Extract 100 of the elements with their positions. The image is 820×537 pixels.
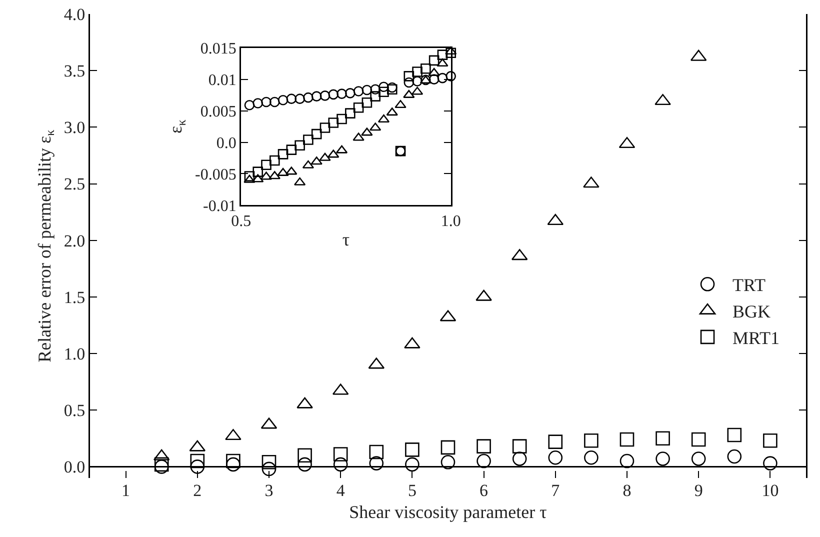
point: [298, 457, 312, 472]
point: [656, 431, 670, 446]
x-tick-label: 3: [264, 481, 274, 500]
point: [437, 50, 448, 60]
point: [548, 434, 563, 449]
point: [252, 166, 264, 177]
legend-label: MRT1: [732, 328, 780, 348]
point: [691, 452, 706, 466]
point: [333, 457, 348, 472]
point: [226, 454, 240, 468]
point: [656, 452, 670, 466]
point: [403, 90, 415, 98]
point: [328, 89, 339, 100]
x-tick-label: 6: [480, 481, 488, 500]
y-tick-label: 0.5: [64, 401, 86, 420]
point: [405, 442, 420, 457]
point: [436, 58, 448, 66]
point: [691, 432, 706, 447]
y-tick-label: 0.005: [200, 103, 236, 120]
point: [320, 122, 330, 133]
point: [298, 448, 312, 463]
point: [278, 94, 288, 106]
x-tick-label: 2: [193, 481, 202, 500]
point: [428, 68, 440, 76]
point: [244, 171, 255, 182]
point: [412, 66, 422, 77]
y-tick-label: -0.005: [195, 166, 236, 184]
point: [303, 134, 314, 145]
point: [262, 462, 276, 476]
x-axis-title: τ: [342, 230, 350, 250]
point: [190, 454, 205, 468]
point: [320, 90, 330, 101]
point: [446, 71, 456, 82]
point: [404, 71, 414, 82]
point: [378, 86, 389, 98]
y-tick-label: 0.0: [216, 134, 236, 152]
point: [353, 102, 364, 113]
point: [446, 48, 456, 58]
y-tick-label: 1.0: [64, 344, 86, 364]
point: [268, 171, 280, 180]
point: [345, 108, 356, 118]
point: [654, 94, 671, 106]
point: [620, 432, 634, 447]
point: [190, 460, 205, 474]
point: [440, 440, 456, 455]
y-tick-label: 0.01: [208, 72, 236, 89]
point: [310, 156, 322, 165]
point: [333, 447, 348, 462]
point: [428, 55, 440, 66]
y-tick-label: 2.0: [64, 231, 86, 250]
point: [727, 428, 742, 442]
point: [294, 140, 305, 151]
point: [225, 428, 242, 440]
point: [369, 444, 384, 460]
x-tick-label: 7: [551, 481, 560, 500]
y-tick-label: 3.5: [64, 62, 86, 81]
x-tick-label: 1: [122, 481, 130, 500]
x-axis-title: Shear viscosity parameter τ: [349, 502, 547, 522]
point: [244, 100, 255, 110]
x-tick-label: 5: [408, 481, 416, 500]
point: [270, 96, 280, 108]
point: [378, 82, 389, 92]
point: [262, 455, 276, 470]
point: [512, 439, 527, 454]
point: [345, 88, 356, 98]
point: [370, 91, 380, 102]
point: [311, 128, 322, 140]
point: [727, 449, 742, 464]
point: [361, 128, 373, 136]
point: [244, 174, 256, 183]
point: [352, 132, 364, 141]
point: [286, 144, 297, 155]
point: [405, 457, 420, 472]
point: [269, 155, 280, 166]
point: [261, 160, 272, 170]
y-tick-label: 0.0: [64, 458, 86, 477]
x-tick-label: 10: [762, 481, 779, 500]
point: [437, 72, 448, 84]
point: [369, 456, 384, 470]
point: [328, 118, 339, 128]
point: [386, 108, 398, 116]
point: [278, 149, 288, 160]
point: [512, 452, 527, 466]
x-tick-label: 9: [694, 481, 703, 500]
point: [252, 98, 264, 108]
point: [261, 96, 272, 108]
y-tick-label: 1.5: [64, 288, 86, 307]
point: [362, 84, 372, 96]
point: [319, 152, 331, 161]
legend-label: TRT: [732, 275, 766, 296]
point: [394, 100, 406, 108]
point: [286, 94, 297, 104]
y-tick-label: -0.01: [203, 198, 236, 215]
point: [476, 454, 491, 468]
point: [336, 114, 347, 124]
point: [226, 457, 240, 472]
point: [328, 150, 340, 158]
point: [584, 450, 598, 465]
point: [763, 456, 778, 470]
point: [420, 63, 431, 74]
